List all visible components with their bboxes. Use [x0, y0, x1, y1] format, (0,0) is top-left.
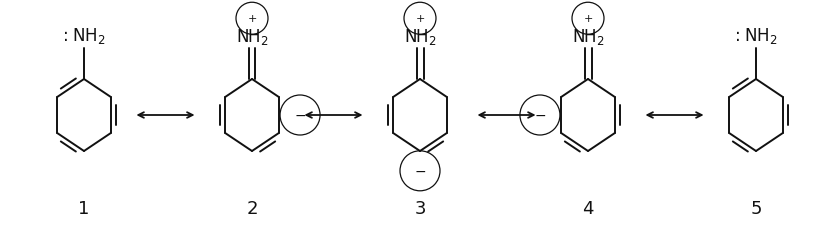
Text: NH$_2$: NH$_2$: [236, 27, 268, 47]
Text: −: −: [414, 164, 426, 178]
Text: +: +: [415, 14, 425, 24]
Text: 5: 5: [750, 199, 762, 217]
Text: −: −: [294, 109, 306, 122]
Text: : NH$_2$: : NH$_2$: [62, 26, 106, 46]
Text: 2: 2: [246, 199, 258, 217]
Text: : NH$_2$: : NH$_2$: [734, 26, 778, 46]
Text: 1: 1: [78, 199, 90, 217]
Text: NH$_2$: NH$_2$: [572, 27, 604, 47]
Text: +: +: [583, 14, 593, 24]
Text: NH$_2$: NH$_2$: [404, 27, 436, 47]
Text: +: +: [247, 14, 257, 24]
Text: 4: 4: [582, 199, 594, 217]
Text: −: −: [534, 109, 546, 122]
Text: 3: 3: [414, 199, 426, 217]
